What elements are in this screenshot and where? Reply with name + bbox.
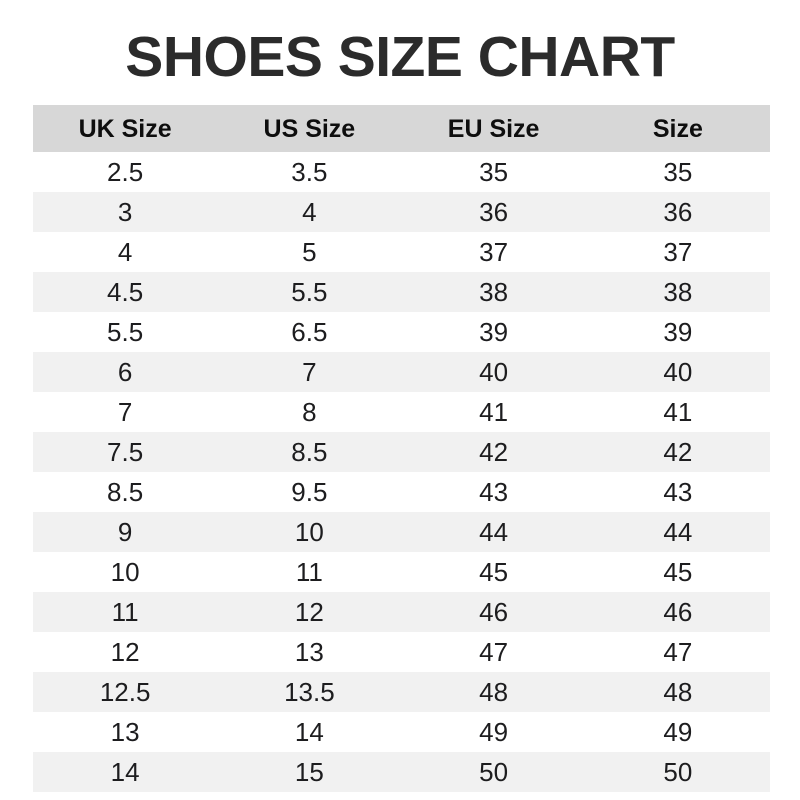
cell-size: 43 [585,472,770,512]
cell-us-size: 12 [217,592,402,632]
column-header-size: Size [585,105,770,152]
cell-uk-size: 9 [33,512,218,552]
cell-size: 38 [585,272,770,312]
table-row: 7 8 41 41 [33,392,770,432]
table-row: 12 13 47 47 [33,632,770,672]
cell-size: 40 [585,352,770,392]
cell-us-size: 9.5 [217,472,402,512]
table-row: 12.5 13.5 48 48 [33,672,770,712]
table-row: 5.5 6.5 39 39 [33,312,770,352]
table-body: 2.5 3.5 35 35 3 4 36 36 4 5 37 37 [33,152,770,792]
cell-eu-size: 48 [401,672,586,712]
cell-eu-size: 45 [401,552,586,592]
column-header-eu-size: EU Size [401,105,586,152]
table-header: UK Size US Size EU Size Size [33,105,770,152]
table-header-row: UK Size US Size EU Size Size [33,105,770,152]
cell-us-size: 13 [217,632,402,672]
cell-eu-size: 36 [401,192,586,232]
cell-size: 47 [585,632,770,672]
cell-size: 45 [585,552,770,592]
cell-size: 41 [585,392,770,432]
cell-uk-size: 6 [33,352,218,392]
cell-uk-size: 12.5 [33,672,218,712]
cell-us-size: 8.5 [217,432,402,472]
cell-us-size: 11 [217,552,402,592]
table-row: 13 14 49 49 [33,712,770,752]
cell-uk-size: 3 [33,192,218,232]
table-row: 2.5 3.5 35 35 [33,152,770,192]
cell-eu-size: 47 [401,632,586,672]
cell-eu-size: 37 [401,232,586,272]
cell-uk-size: 13 [33,712,218,752]
cell-eu-size: 42 [401,432,586,472]
table-row: 14 15 50 50 [33,752,770,792]
cell-eu-size: 41 [401,392,586,432]
cell-eu-size: 43 [401,472,586,512]
cell-uk-size: 4 [33,232,218,272]
cell-us-size: 7 [217,352,402,392]
table-row: 10 11 45 45 [33,552,770,592]
cell-eu-size: 46 [401,592,586,632]
cell-size: 44 [585,512,770,552]
cell-uk-size: 12 [33,632,218,672]
cell-us-size: 3.5 [217,152,402,192]
table-row: 8.5 9.5 43 43 [33,472,770,512]
table-row: 6 7 40 40 [33,352,770,392]
cell-us-size: 10 [217,512,402,552]
cell-us-size: 5 [217,232,402,272]
cell-eu-size: 50 [401,752,586,792]
table-row: 9 10 44 44 [33,512,770,552]
size-table-container: UK Size US Size EU Size Size 2.5 3.5 35 … [33,105,770,792]
cell-eu-size: 44 [401,512,586,552]
cell-size: 42 [585,432,770,472]
size-table: UK Size US Size EU Size Size 2.5 3.5 35 … [33,105,770,792]
cell-eu-size: 39 [401,312,586,352]
cell-us-size: 6.5 [217,312,402,352]
column-header-uk-size: UK Size [33,105,218,152]
cell-uk-size: 7 [33,392,218,432]
cell-size: 48 [585,672,770,712]
cell-size: 50 [585,752,770,792]
cell-eu-size: 35 [401,152,586,192]
cell-uk-size: 11 [33,592,218,632]
cell-size: 36 [585,192,770,232]
table-row: 7.5 8.5 42 42 [33,432,770,472]
cell-us-size: 15 [217,752,402,792]
cell-size: 35 [585,152,770,192]
page-title: SHOES SIZE CHART [125,25,675,89]
table-row: 4.5 5.5 38 38 [33,272,770,312]
cell-us-size: 8 [217,392,402,432]
cell-uk-size: 7.5 [33,432,218,472]
cell-size: 49 [585,712,770,752]
cell-uk-size: 4.5 [33,272,218,312]
cell-uk-size: 14 [33,752,218,792]
cell-us-size: 4 [217,192,402,232]
cell-eu-size: 38 [401,272,586,312]
cell-size: 46 [585,592,770,632]
cell-us-size: 5.5 [217,272,402,312]
cell-size: 37 [585,232,770,272]
table-row: 11 12 46 46 [33,592,770,632]
column-header-us-size: US Size [217,105,402,152]
cell-uk-size: 2.5 [33,152,218,192]
cell-eu-size: 40 [401,352,586,392]
cell-size: 39 [585,312,770,352]
cell-uk-size: 10 [33,552,218,592]
cell-eu-size: 49 [401,712,586,752]
cell-uk-size: 8.5 [33,472,218,512]
table-row: 3 4 36 36 [33,192,770,232]
cell-us-size: 13.5 [217,672,402,712]
table-row: 4 5 37 37 [33,232,770,272]
cell-us-size: 14 [217,712,402,752]
cell-uk-size: 5.5 [33,312,218,352]
